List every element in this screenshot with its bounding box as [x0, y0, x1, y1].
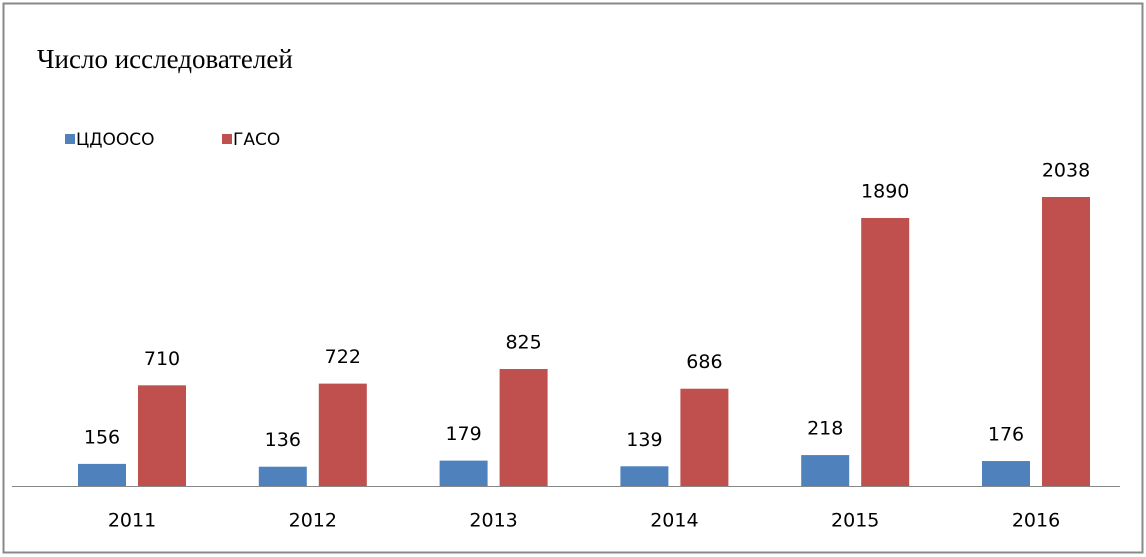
- legend-label: ЦДООСО: [76, 130, 155, 150]
- data-label: 179: [445, 423, 481, 445]
- x-tick-label: 2013: [469, 510, 517, 532]
- chart-title: Число исследователей: [37, 44, 293, 74]
- data-label: 2038: [1042, 160, 1090, 182]
- data-label: 136: [265, 429, 301, 451]
- legend-swatch: [65, 134, 75, 144]
- bar: [258, 466, 307, 486]
- data-label: 139: [626, 429, 662, 451]
- legend-label: ГАСО: [233, 130, 280, 150]
- bar: [138, 385, 186, 486]
- x-tick-label: 2015: [831, 510, 879, 532]
- bar: [680, 388, 729, 486]
- bar: [1042, 197, 1090, 486]
- bar: [620, 466, 669, 486]
- bar: [982, 461, 1030, 486]
- bar: [78, 463, 126, 486]
- x-tick-label: 2014: [650, 510, 698, 532]
- bar: [499, 369, 548, 486]
- x-tick-label: 2012: [289, 510, 337, 532]
- legend-swatch: [222, 134, 232, 144]
- bar: [318, 383, 367, 486]
- x-tick-label: 2016: [1012, 510, 1060, 532]
- data-label: 825: [505, 332, 541, 354]
- data-label: 686: [686, 351, 722, 373]
- bar: [439, 460, 488, 486]
- data-label: 218: [807, 418, 843, 440]
- bar: [861, 217, 910, 486]
- data-label: 156: [84, 426, 120, 448]
- x-tick-label: 2011: [108, 510, 156, 532]
- bar: [801, 455, 850, 486]
- data-label: 710: [144, 348, 180, 370]
- data-label: 176: [988, 424, 1024, 446]
- data-label: 722: [325, 346, 361, 368]
- data-label: 1890: [861, 180, 909, 202]
